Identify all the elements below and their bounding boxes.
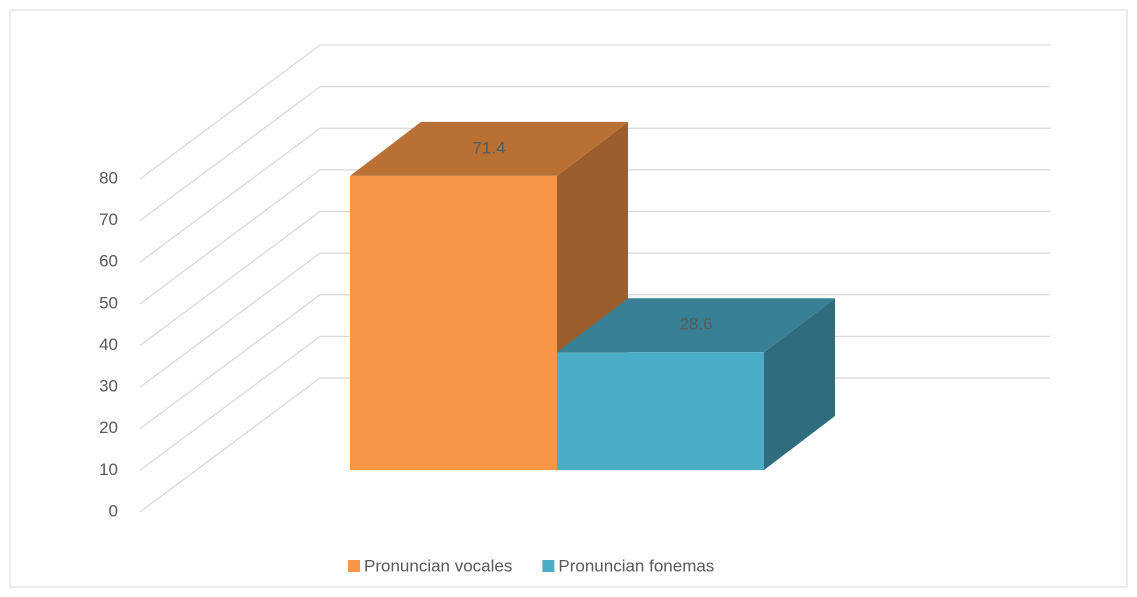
grid-line <box>139 252 1050 388</box>
legend-swatch <box>348 560 360 572</box>
legend-label: Pronuncian fonemas <box>558 556 714 575</box>
bar-side <box>764 298 835 470</box>
grid-line <box>139 294 1050 430</box>
y-tick-label: 10 <box>99 460 118 479</box>
bar-top <box>557 298 835 353</box>
y-tick-label: 60 <box>99 252 118 271</box>
y-tick-label: 30 <box>99 377 118 396</box>
legend-label: Pronuncian vocales <box>364 556 512 575</box>
bar-top <box>350 121 628 176</box>
grid-line <box>139 127 1050 263</box>
y-tick-label: 70 <box>99 210 118 229</box>
bar <box>557 352 764 470</box>
data-label: 28.6 <box>679 315 712 334</box>
y-tick-label: 80 <box>99 168 118 187</box>
grid-line <box>139 169 1050 305</box>
y-tick-label: 50 <box>99 293 118 312</box>
bar <box>350 175 557 470</box>
grid-line <box>139 44 1050 180</box>
y-tick-label: 40 <box>99 335 118 354</box>
grid-line <box>139 210 1050 347</box>
data-label: 71.4 <box>472 138 505 157</box>
y-tick-label: 20 <box>99 418 118 437</box>
grid-line <box>139 85 1050 222</box>
legend-swatch <box>542 560 555 572</box>
y-tick-label: 0 <box>109 501 118 520</box>
